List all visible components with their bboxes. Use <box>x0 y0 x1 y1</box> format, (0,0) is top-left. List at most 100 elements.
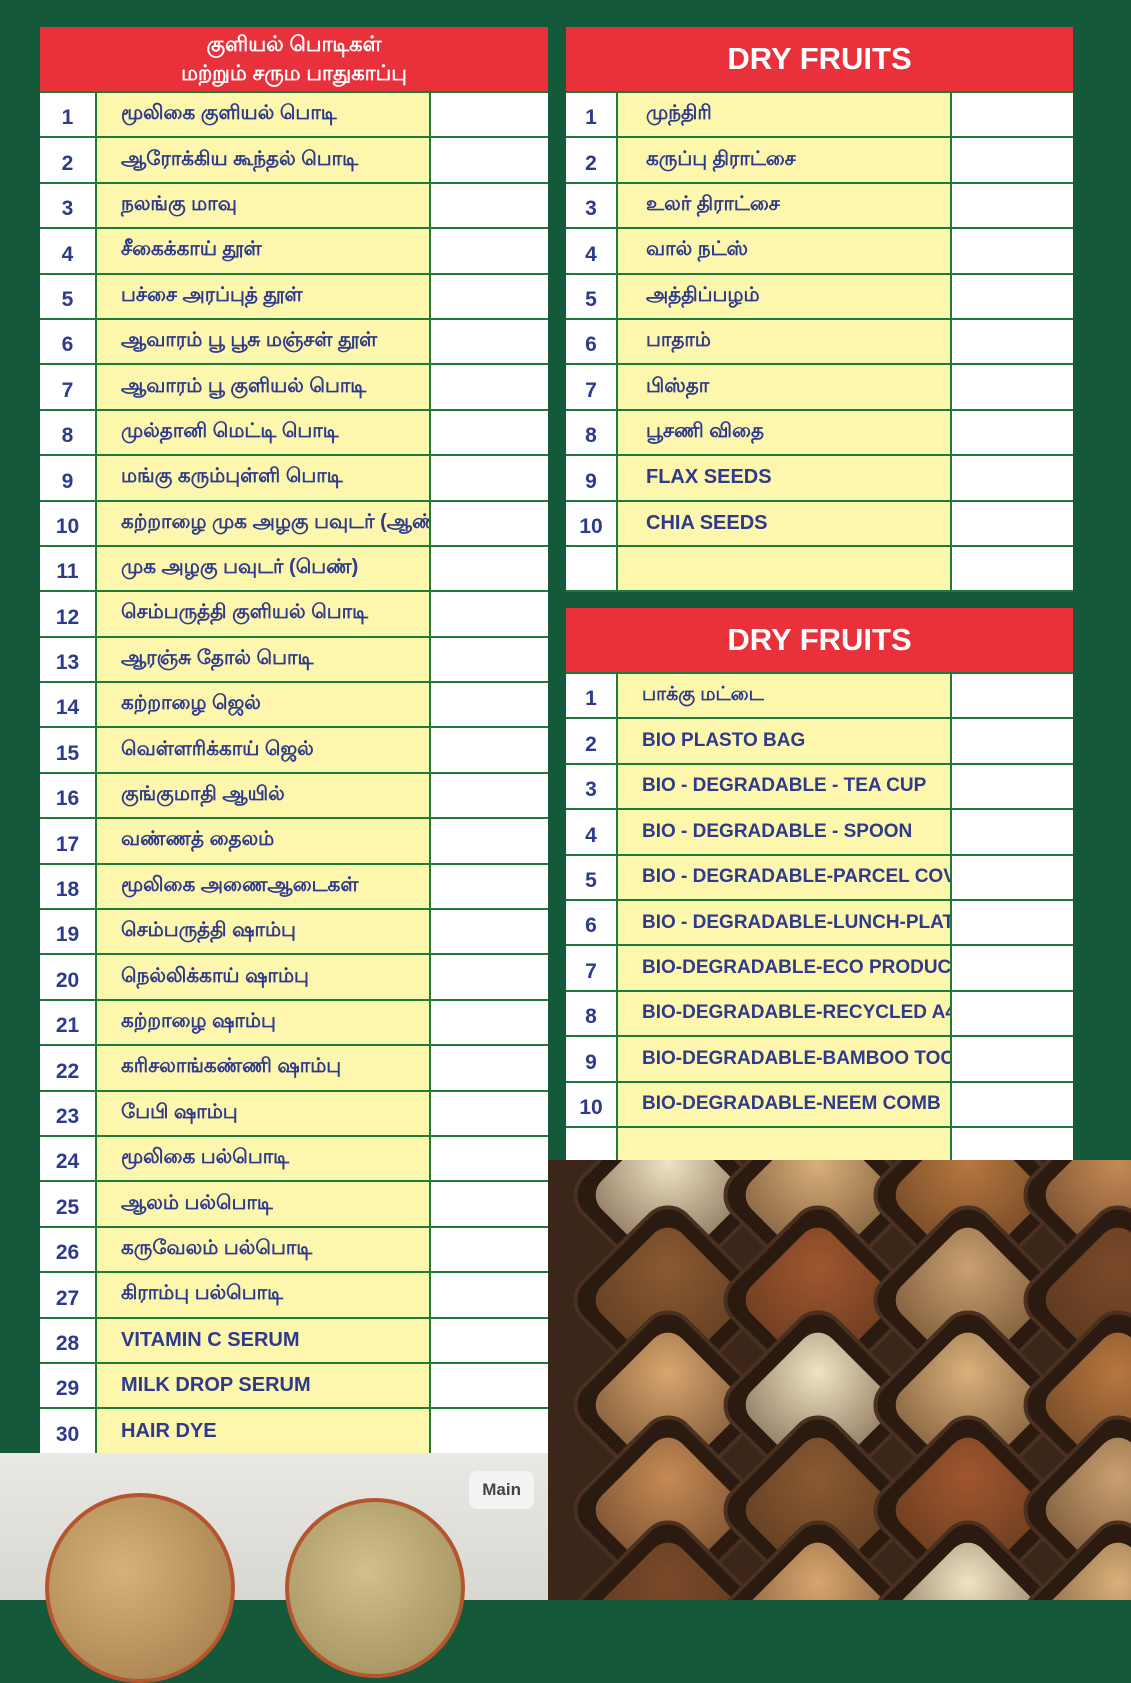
item-number: 8 <box>566 410 618 455</box>
table-row: 25 ஆலம் பல்பொடி <box>40 1182 548 1228</box>
item-number: 9 <box>566 1037 618 1081</box>
table-row: 4 BIO - DEGRADABLE - SPOON <box>566 810 1073 856</box>
item-name: பேபி ஷாம்பு <box>97 1091 431 1135</box>
item-name: BIO - DEGRADABLE - SPOON <box>618 810 952 854</box>
item-number: 30 <box>40 1409 97 1453</box>
table-row: 26 கருவேலம் பல்பொடி <box>40 1227 548 1274</box>
table-row: 10 BIO-DEGRADABLE-NEEM COMB <box>566 1082 1073 1128</box>
price-cell <box>431 1000 548 1045</box>
item-name: CHIA SEEDS <box>618 501 952 545</box>
item-name: கற்றாழை ஷாம்பு <box>97 1000 431 1045</box>
item-number: 3 <box>40 183 97 228</box>
item-number: 8 <box>40 410 97 455</box>
item-name: MILK DROP SERUM <box>97 1363 431 1408</box>
item-number: 6 <box>566 319 618 364</box>
item-number <box>566 546 618 591</box>
item-name: VITAMIN C SERUM <box>97 1318 431 1362</box>
item-name: செம்பருத்தி குளியல் பொடி <box>97 592 431 636</box>
table-row: 7 பிஸ்தா <box>566 365 1073 411</box>
price-cell <box>431 410 548 455</box>
table-title-line2: மற்றும் சரும பாதுகாப்பு <box>181 62 407 85</box>
item-number: 16 <box>40 773 97 818</box>
item-number: 5 <box>566 855 618 899</box>
item-name: கருப்பு திராட்சை <box>618 138 952 182</box>
item-number: 7 <box>566 946 618 990</box>
item-number: 4 <box>40 229 97 273</box>
table-row: 6 பாதாம் <box>566 319 1073 366</box>
table-row: 9 FLAX SEEDS <box>566 456 1073 502</box>
item-name <box>618 546 952 591</box>
price-cell <box>431 138 548 182</box>
item-number: 2 <box>566 138 618 182</box>
table-row: 10 கற்றாழை முக அழகு பவுடர் (ஆண்) <box>40 501 548 547</box>
table-row: 18 மூலிகை அணைஆடைகள் <box>40 864 548 911</box>
item-name: BIO PLASTO BAG <box>618 719 952 763</box>
price-cell <box>431 1136 548 1181</box>
table-row: 2 BIO PLASTO BAG <box>566 719 1073 765</box>
price-cell <box>431 592 548 636</box>
price-cell <box>431 1227 548 1272</box>
item-name: BIO-DEGRADABLE-ECO PRODUCTS <box>618 946 952 990</box>
item-number: 20 <box>40 955 97 999</box>
price-cell <box>431 637 548 682</box>
price-cell <box>431 229 548 273</box>
table-row: 3 BIO - DEGRADABLE - TEA CUP <box>566 764 1073 811</box>
item-name: செம்பருத்தி ஷாம்பு <box>97 910 431 954</box>
price-cell <box>952 764 1073 809</box>
table-row: 8 பூசணி விதை <box>566 410 1073 457</box>
item-name: BIO - DEGRADABLE-LUNCH-PLATES <box>618 900 952 945</box>
item-name: ஆரோக்கிய கூந்தல் பொடி <box>97 138 431 182</box>
item-name: BIO-DEGRADABLE-NEEM COMB <box>618 1082 952 1126</box>
item-name: கிராம்பு பல்பொடி <box>97 1273 431 1317</box>
item-name: வண்ணத் தைலம் <box>97 819 431 863</box>
eco-products-table: DRY FRUITS 1 பாக்கு மட்டை 2 BIO PLASTO BAG 3… <box>566 608 1073 1174</box>
table-row: 10 CHIA SEEDS <box>566 501 1073 547</box>
item-name: ஆரஞ்சு தோல் பொடி <box>97 637 431 682</box>
table-row: 6 BIO - DEGRADABLE-LUNCH-PLATES <box>566 900 1073 947</box>
powder-photo: Main <box>0 1453 548 1683</box>
item-number: 1 <box>566 674 618 718</box>
table-title-line1: குளியல் பொடிகள் <box>206 33 382 56</box>
price-cell <box>431 910 548 954</box>
item-number: 28 <box>40 1318 97 1362</box>
dry-fruits-table: DRY FRUITS 1 முந்திரி 2 கருப்பு திராட்சை 3 உல… <box>566 27 1073 593</box>
item-number: 24 <box>40 1136 97 1181</box>
price-cell <box>431 93 548 137</box>
price-cell <box>431 1046 548 1090</box>
price-cell <box>431 1318 548 1362</box>
item-number: 12 <box>40 592 97 636</box>
table-row: 3 உலர் திராட்சை <box>566 183 1073 230</box>
item-number: 1 <box>40 93 97 137</box>
item-name: FLAX SEEDS <box>618 456 952 500</box>
item-number: 21 <box>40 1000 97 1045</box>
item-number: 11 <box>40 546 97 591</box>
table-row: 20 நெல்லிக்காய் ஷாம்பு <box>40 955 548 1001</box>
item-name: ஆவாரம் பூ பூசு மஞ்சள் தூள் <box>97 319 431 364</box>
item-number: 19 <box>40 910 97 954</box>
table-row: 14 கற்றாழை ஜெல் <box>40 683 548 729</box>
item-name: பூசணி விதை <box>618 410 952 455</box>
item-number: 22 <box>40 1046 97 1090</box>
main-badge[interactable]: Main <box>469 1471 534 1509</box>
table-row: 7 ஆவாரம் பூ குளியல் பொடி <box>40 365 548 411</box>
item-name: BIO - DEGRADABLE - TEA CUP <box>618 764 952 809</box>
table-row: 29 MILK DROP SERUM <box>40 1363 548 1410</box>
item-number: 8 <box>566 991 618 1036</box>
price-cell <box>431 955 548 999</box>
price-cell <box>952 674 1073 718</box>
item-name: முல்தானி மெட்டி பொடி <box>97 410 431 455</box>
table-header: குளியல் பொடிகள் மற்றும் சரும பாதுகாப்பு <box>40 27 548 93</box>
item-number: 15 <box>40 728 97 772</box>
item-name: முந்திரி <box>618 93 952 137</box>
item-name: BIO-DEGRADABLE-RECYCLED A4 PAPER <box>618 991 952 1036</box>
item-name: உலர் திராட்சை <box>618 183 952 228</box>
item-number: 10 <box>566 1082 618 1126</box>
table-row: 27 கிராம்பு பல்பொடி <box>40 1273 548 1319</box>
item-name: நலங்கு மாவு <box>97 183 431 228</box>
item-name: அத்திப்பழம் <box>618 274 952 318</box>
item-name: மங்கு கரும்புள்ளி பொடி <box>97 456 431 500</box>
item-number: 5 <box>40 274 97 318</box>
item-number: 6 <box>566 900 618 945</box>
item-number: 18 <box>40 864 97 909</box>
